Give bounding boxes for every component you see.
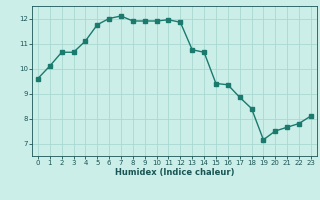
X-axis label: Humidex (Indice chaleur): Humidex (Indice chaleur): [115, 168, 234, 177]
